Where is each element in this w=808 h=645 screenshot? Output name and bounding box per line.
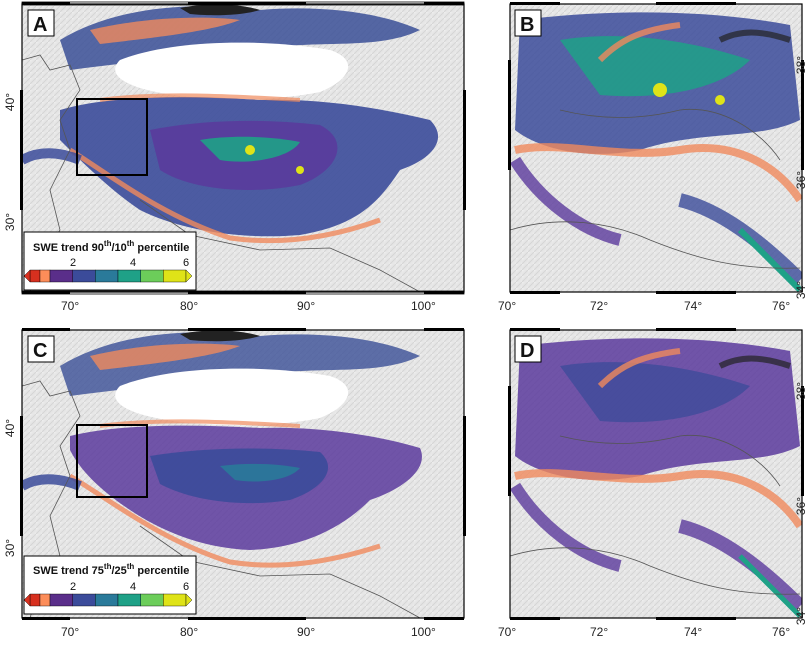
x-tick-label: 76° <box>772 299 790 313</box>
y-tick-label: 36° <box>794 171 808 189</box>
frame-seg <box>656 617 736 620</box>
frame-seg <box>188 328 306 331</box>
frame-seg <box>22 617 70 620</box>
frame-seg <box>20 416 23 536</box>
x-tick-label: 80° <box>180 299 198 313</box>
frame-seg <box>508 60 511 170</box>
x-tick-label: 70° <box>61 299 79 313</box>
colorbar-end-left <box>23 269 31 283</box>
colorbar-a-swatches <box>23 269 193 283</box>
colorbar-swatch <box>29 269 41 283</box>
frame-seg <box>22 291 70 294</box>
x-tick-label: 74° <box>684 299 702 313</box>
x-tick-label: 70° <box>61 625 79 639</box>
x-tick-label: 70° <box>498 625 516 639</box>
y-tick-label: 34° <box>794 281 808 299</box>
panel-c: C SWE trend 75th/25th percentile 2 4 6 <box>20 328 466 620</box>
colorbar-c-title: SWE trend 75th/25th percentile <box>33 562 189 577</box>
colorbar-swatch <box>72 269 96 283</box>
colorbar-c-tick: 2 <box>70 581 76 593</box>
frame-seg <box>20 90 23 210</box>
colorbar-swatch <box>72 593 96 607</box>
colorbar-swatch <box>163 593 187 607</box>
frame-seg <box>510 291 560 294</box>
x-tick-label: 74° <box>684 625 702 639</box>
colorbar-swatch <box>39 593 51 607</box>
frame-seg <box>188 2 306 5</box>
colorbar-c: SWE trend 75th/25th percentile 2 4 6 <box>23 555 197 615</box>
colorbar-swatch <box>163 269 187 283</box>
panel-c-label: C <box>33 340 47 362</box>
x-tick-label: 90° <box>297 625 315 639</box>
panel-d: D <box>508 328 804 620</box>
panel-c-map <box>22 330 464 618</box>
colorbar-swatch <box>140 593 164 607</box>
colorbar-swatch <box>95 269 119 283</box>
panel-b: B <box>508 2 804 294</box>
frame-seg <box>463 416 466 536</box>
frame-seg <box>424 328 464 331</box>
y-tick-label: 40° <box>3 419 17 437</box>
colorbar-c-tick: 6 <box>183 581 189 593</box>
colorbar-end-right <box>185 593 193 607</box>
x-tick-label: 100° <box>411 299 436 313</box>
colorbar-end-left <box>23 593 31 607</box>
colorbar-end-right <box>185 269 193 283</box>
frame-seg <box>424 291 464 294</box>
y-tick-label: 40° <box>3 93 17 111</box>
y-tick-label: 38° <box>794 56 808 74</box>
colorbar-swatch <box>29 593 41 607</box>
colorbar-swatch <box>117 269 141 283</box>
panel-d-map <box>510 330 802 618</box>
frame-seg <box>510 328 560 331</box>
x-tick-label: 76° <box>772 625 790 639</box>
panel-b-map <box>510 4 802 292</box>
x-tick-label: 80° <box>180 625 198 639</box>
y-tick-label: 36° <box>794 497 808 515</box>
frame-seg <box>424 2 464 5</box>
colorbar-swatch <box>95 593 119 607</box>
panel-a-label: A <box>33 14 47 36</box>
frame-seg <box>188 617 306 620</box>
panel-d-label: D <box>520 340 534 362</box>
y-tick-label: 34° <box>794 607 808 625</box>
colorbar-a-tick: 4 <box>130 257 136 269</box>
frame-seg <box>510 617 560 620</box>
colorbar-a-title: SWE trend 90th/10th percentile <box>33 239 189 254</box>
x-tick-label: 100° <box>411 625 436 639</box>
frame-seg <box>510 2 560 5</box>
frame-seg <box>656 291 736 294</box>
x-tick-label: 72° <box>590 625 608 639</box>
panel-a-map <box>22 4 464 292</box>
colorbar-swatch <box>39 269 51 283</box>
frame-seg <box>22 328 70 331</box>
colorbar-swatch <box>49 269 73 283</box>
x-tick-label: 72° <box>590 299 608 313</box>
y-tick-label: 30° <box>3 213 17 231</box>
colorbar-swatch <box>117 593 141 607</box>
frame-seg <box>801 60 804 170</box>
colorbar-swatch <box>49 593 73 607</box>
frame-seg <box>508 386 511 496</box>
frame-seg <box>22 2 70 5</box>
frame-seg <box>656 2 736 5</box>
panel-b-label: B <box>520 14 534 36</box>
colorbar-a-tick: 2 <box>70 257 76 269</box>
colorbar-a-tick: 6 <box>183 257 189 269</box>
x-tick-label: 90° <box>297 299 315 313</box>
frame-seg <box>656 328 736 331</box>
frame-seg <box>463 90 466 210</box>
x-tick-label: 70° <box>498 299 516 313</box>
y-tick-label: 30° <box>3 539 17 557</box>
panel-a: A SWE trend 90th/10th percentile 2 4 6 <box>20 1 466 295</box>
frame-seg <box>188 291 306 294</box>
colorbar-swatch <box>140 269 164 283</box>
colorbar-c-tick: 4 <box>130 581 136 593</box>
colorbar-c-swatches <box>23 593 193 607</box>
y-tick-label: 38° <box>794 382 808 400</box>
frame-seg <box>424 617 464 620</box>
colorbar-a: SWE trend 90th/10th percentile 2 4 6 <box>23 231 197 291</box>
frame-seg <box>801 386 804 496</box>
